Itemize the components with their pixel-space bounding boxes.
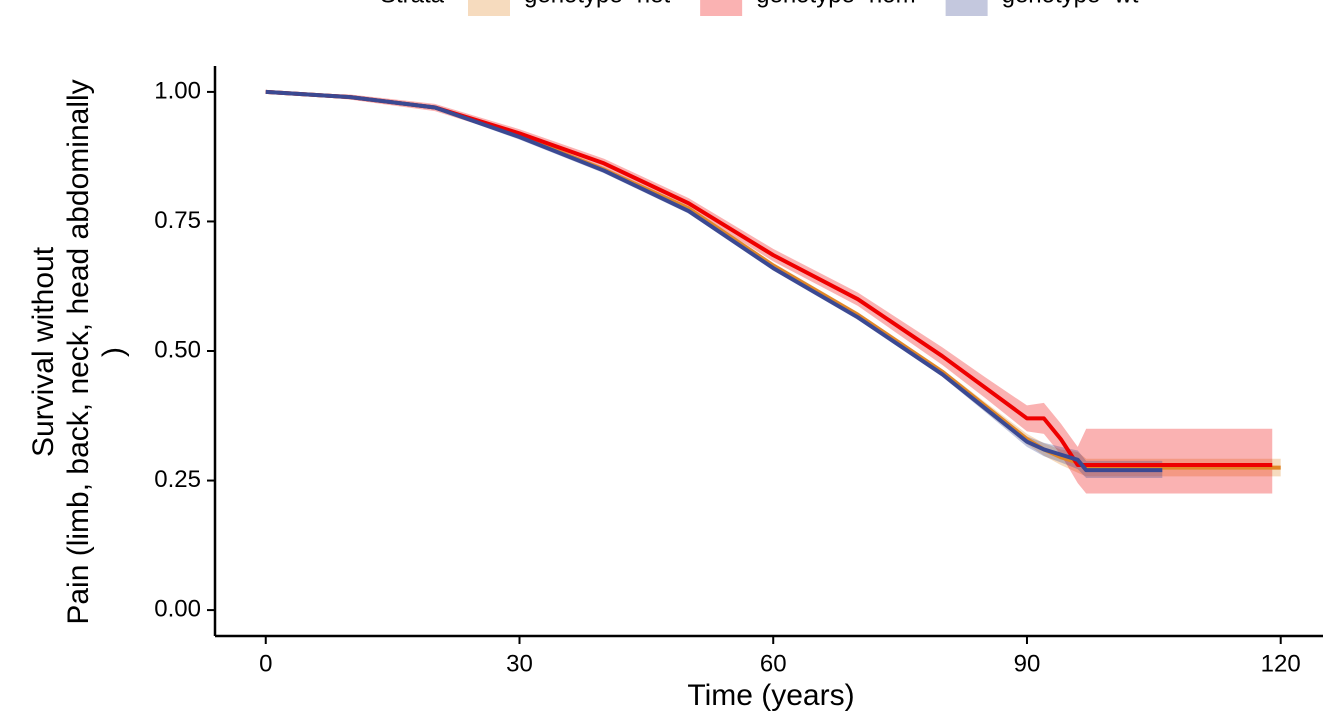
y-axis-title: ) [97,347,130,357]
legend-key [945,0,988,16]
confidence-band [265,91,1281,477]
legend-label: genotype=hom [756,0,915,8]
x-tick-label: 120 [1261,650,1301,677]
confidence-band [265,91,1273,494]
x-tick-label: 0 [259,650,272,677]
legend-key [468,0,510,16]
x-axis-title: Time (years) [687,679,854,712]
legend-label: genotype=wt [1002,0,1139,8]
survival-line [265,89,1281,470]
survival-line [265,89,1163,473]
y-tick-label: 1.00 [154,77,201,104]
y-tick-label: 0.50 [154,336,201,363]
survival-line [265,89,1273,467]
legend-key [700,0,743,16]
legend-label: genotype=het [524,0,670,8]
y-axis-title: Survival without [27,246,60,457]
x-tick-label: 90 [1014,650,1041,677]
x-tick-label: 30 [506,650,533,677]
y-tick-label: 0.25 [154,466,201,493]
y-tick-label: 0.00 [154,595,201,622]
legend-title: Strata [380,0,445,8]
x-tick-label: 60 [760,650,787,677]
y-axis-title: Pain (limb, back, neck, head abdominally [62,79,95,624]
y-tick-label: 0.75 [154,207,201,234]
